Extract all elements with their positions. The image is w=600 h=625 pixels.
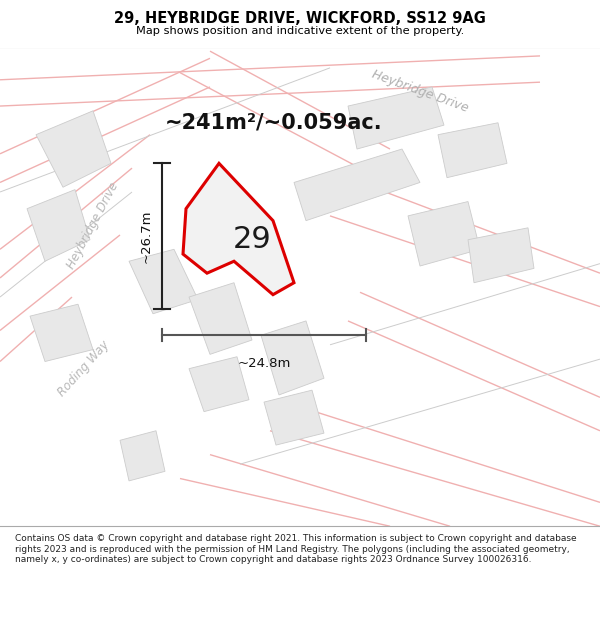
Polygon shape [438,122,507,177]
Text: ~26.7m: ~26.7m [140,209,153,263]
Polygon shape [129,249,198,314]
Polygon shape [30,304,93,361]
Polygon shape [408,201,480,266]
Text: Map shows position and indicative extent of the property.: Map shows position and indicative extent… [136,26,464,36]
Text: Roding Way: Roding Way [56,338,112,399]
Polygon shape [468,228,534,282]
Polygon shape [27,189,90,261]
Text: Heybridge Drive: Heybridge Drive [370,68,470,115]
Text: Contains OS data © Crown copyright and database right 2021. This information is : Contains OS data © Crown copyright and d… [15,534,577,564]
Polygon shape [189,282,252,354]
Polygon shape [294,149,420,221]
Text: 29, HEYBRIDGE DRIVE, WICKFORD, SS12 9AG: 29, HEYBRIDGE DRIVE, WICKFORD, SS12 9AG [114,11,486,26]
Text: Heybridge Drive: Heybridge Drive [65,180,121,271]
Text: ~241m²/~0.059ac.: ~241m²/~0.059ac. [165,112,383,132]
Polygon shape [36,111,111,188]
Polygon shape [189,357,249,412]
Polygon shape [348,87,444,149]
Polygon shape [120,431,165,481]
Polygon shape [261,321,324,395]
Polygon shape [183,163,294,294]
Text: ~24.8m: ~24.8m [238,357,290,370]
Polygon shape [264,390,324,445]
Text: 29: 29 [233,225,271,254]
